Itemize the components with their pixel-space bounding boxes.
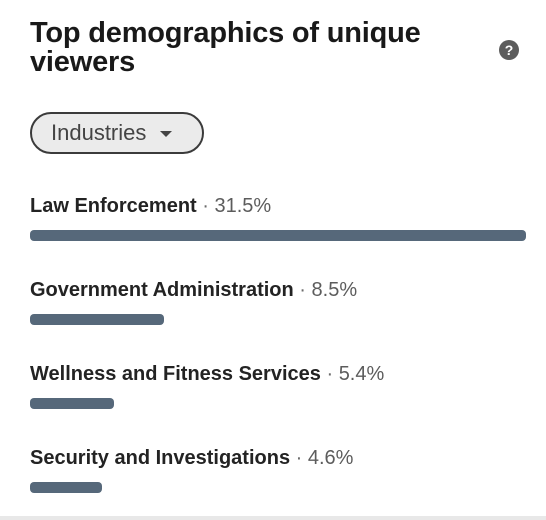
metric-bar bbox=[30, 230, 526, 241]
metric-bar bbox=[30, 398, 114, 409]
metric-bar bbox=[30, 482, 102, 493]
help-circle-icon[interactable]: ? bbox=[499, 40, 519, 60]
metric-separator: · bbox=[326, 363, 334, 385]
metric-row: Law Enforcement · 31.5% bbox=[30, 195, 526, 241]
metric-row: Government Administration · 8.5% bbox=[30, 279, 526, 325]
metric-name: Security and Investigations bbox=[30, 447, 291, 469]
metric-name: Wellness and Fitness Services bbox=[30, 363, 321, 385]
dropdown-label: Industries bbox=[51, 120, 147, 145]
bottom-divider bbox=[0, 516, 546, 520]
metric-value: 31.5% bbox=[214, 195, 272, 217]
metric-row: Wellness and Fitness Services · 5.4% bbox=[30, 363, 526, 409]
metric-row: Security and Investigations · 4.6% bbox=[30, 447, 526, 493]
caret-down-icon bbox=[160, 131, 173, 137]
metric-value: 5.4% bbox=[338, 363, 385, 385]
metric-value: 4.6% bbox=[307, 447, 354, 469]
metric-separator: · bbox=[202, 195, 209, 217]
card-title: Top demographics of unique viewers bbox=[30, 17, 421, 78]
metric-name: Law Enforcement bbox=[30, 195, 197, 217]
metric-separator: · bbox=[295, 447, 303, 469]
metric-separator: · bbox=[299, 279, 306, 301]
metric-bar bbox=[30, 314, 164, 325]
metric-value: 8.5% bbox=[311, 279, 358, 301]
industries-dropdown[interactable]: Industries bbox=[30, 112, 204, 154]
metric-name: Government Administration bbox=[30, 279, 294, 301]
